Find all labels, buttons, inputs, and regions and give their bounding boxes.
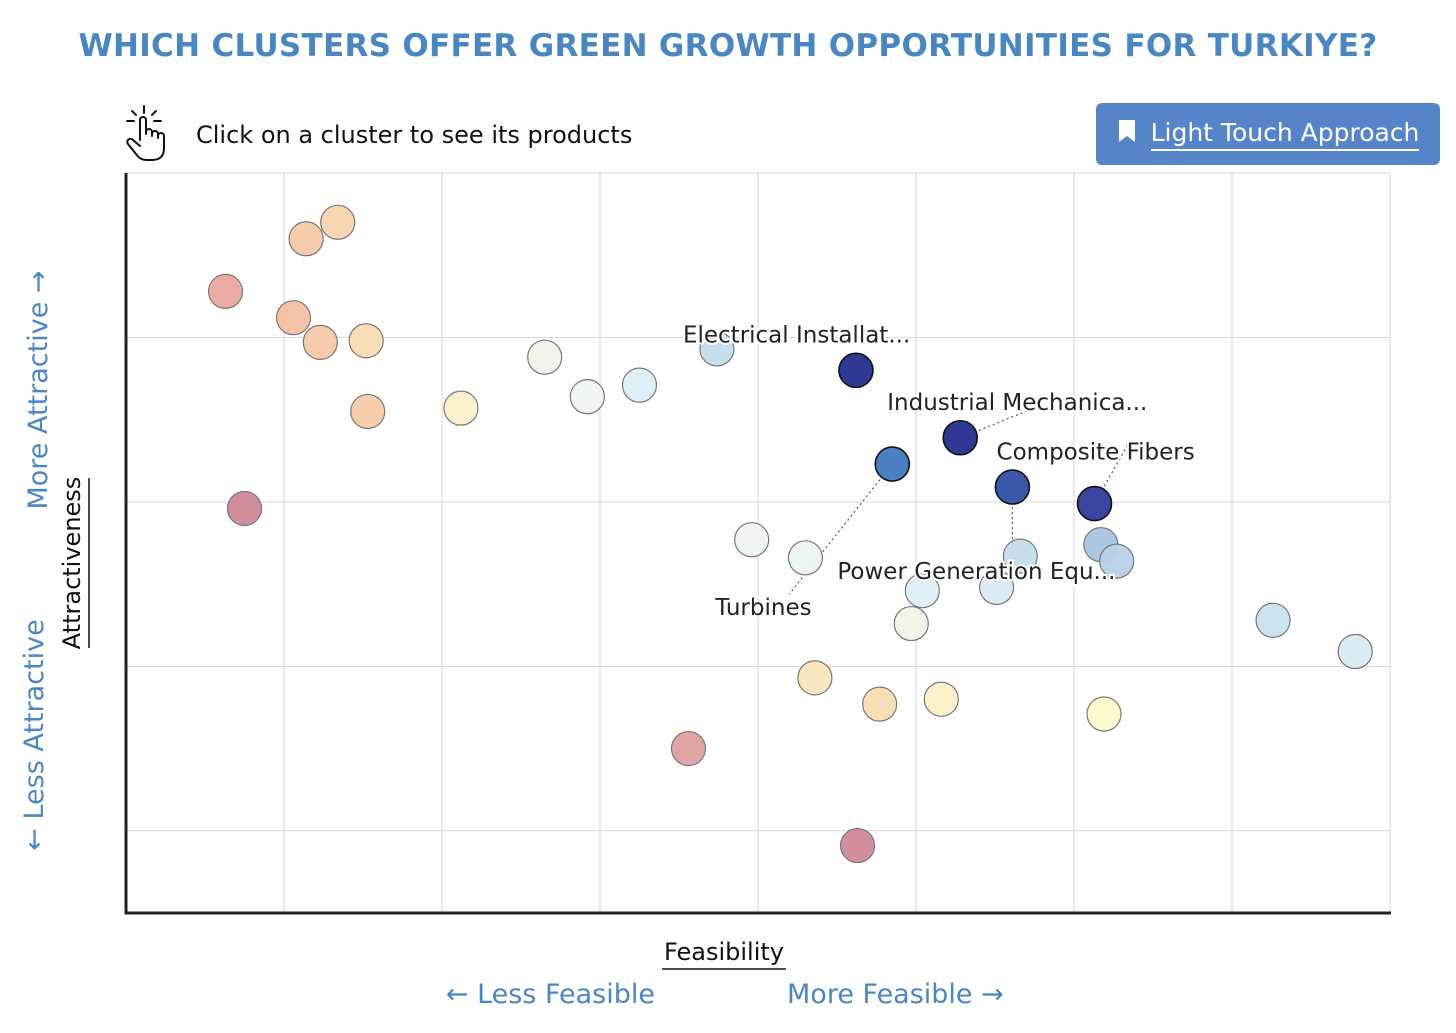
x-low-label: ← Less Feasible (446, 979, 655, 1010)
cluster-point[interactable] (350, 393, 386, 430)
cluster-point[interactable] (923, 681, 959, 717)
cluster-point[interactable] (862, 686, 898, 722)
cluster-point[interactable] (787, 540, 824, 576)
cluster-point[interactable] (838, 352, 874, 389)
cluster-point[interactable] (893, 605, 929, 642)
cluster-point[interactable] (797, 660, 833, 696)
click-hint: Click on a cluster to see its products (124, 104, 632, 166)
cluster-point[interactable] (1086, 696, 1122, 732)
cluster-label: Industrial Mechanica... (887, 390, 1147, 416)
cluster-point[interactable] (1099, 543, 1135, 579)
cluster-label: Turbines (714, 595, 811, 621)
cluster-point[interactable] (443, 390, 479, 426)
hint-text: Click on a cluster to see its products (196, 121, 633, 149)
cluster-point[interactable] (1337, 633, 1373, 670)
chart-title: WHICH CLUSTERS OFFER GREEN GROWTH OPPORT… (78, 28, 1378, 64)
cluster-point[interactable] (839, 827, 876, 864)
cluster-point[interactable] (734, 522, 770, 558)
y-high-label: More Attractive → (23, 270, 54, 509)
cluster-point[interactable] (320, 204, 356, 240)
button-label: Light Touch Approach (1150, 118, 1420, 151)
x-high-label: More Feasible → (787, 979, 1004, 1010)
cluster-point[interactable] (1076, 485, 1113, 522)
cluster-point[interactable] (226, 490, 263, 527)
cluster-point[interactable] (348, 323, 384, 359)
cluster-point[interactable] (942, 419, 979, 456)
cluster-labels: Electrical Installat... Industrial Mechan… (681, 320, 1197, 623)
cluster-point[interactable] (1255, 602, 1291, 638)
cluster-label: Power Generation Equ... (837, 559, 1115, 585)
cluster-point[interactable] (569, 379, 605, 415)
cluster-point[interactable] (621, 367, 658, 403)
cluster-point[interactable] (207, 273, 244, 309)
cluster-label: Electrical Installat... (683, 322, 910, 348)
cluster-point[interactable] (978, 569, 1015, 606)
cluster-point[interactable] (302, 324, 338, 360)
pointer-hand-click-icon (124, 104, 168, 166)
cluster-label: Composite Fibers (997, 440, 1195, 466)
cluster-point[interactable] (699, 331, 735, 367)
y-axis-title: Attractiveness (58, 477, 86, 650)
x-axis-title: Feasibility (664, 938, 784, 966)
gridlines (126, 172, 1391, 913)
cluster-point[interactable] (670, 730, 707, 767)
cluster-point[interactable] (1002, 538, 1038, 574)
light-touch-approach-button[interactable]: Light Touch Approach (1096, 103, 1440, 165)
bookmark-icon (1117, 119, 1137, 149)
cluster-point[interactable] (288, 221, 324, 257)
y-low-label: ← Less Attractive (19, 619, 50, 850)
cluster-point[interactable] (275, 300, 312, 336)
cluster-points (207, 204, 1373, 864)
cluster-point[interactable] (994, 469, 1031, 505)
cluster-point[interactable] (904, 573, 940, 609)
cluster-point[interactable] (527, 339, 563, 375)
cluster-point[interactable] (874, 446, 911, 482)
